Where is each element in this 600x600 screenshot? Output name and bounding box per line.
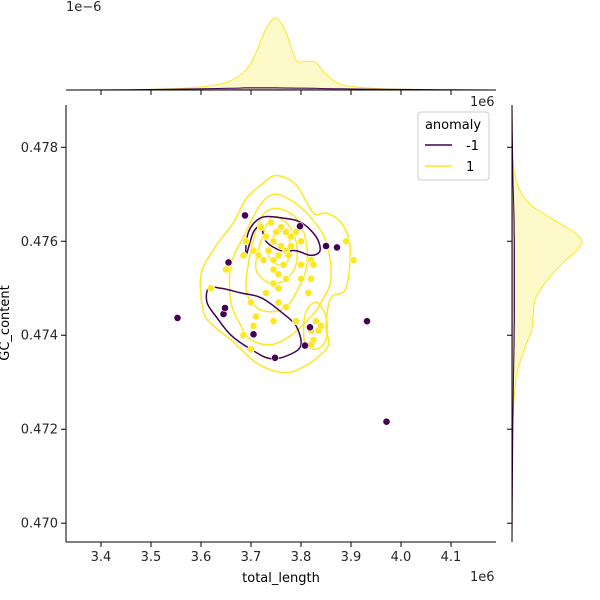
scatter-point-pos [349,256,358,264]
scatter-point-pos [279,260,288,269]
scatter-point-pos [312,317,320,326]
x-axis-label: total_length [242,571,320,586]
right-density-neg [511,104,515,543]
scatter-point-pos [252,312,260,321]
scatter-point-pos [274,298,283,307]
scatter-point-neg [224,258,233,267]
scatter-point-pos [239,331,248,340]
scatter-point-pos [269,256,278,264]
scatter-point-pos [309,260,318,269]
scatter-point-pos [274,284,283,293]
y-tick-label: 0.476 [21,235,58,250]
x-tick-label: 4.1 [441,550,462,565]
x-tick-label: 3.6 [191,550,212,565]
legend-title: anomaly [425,118,481,133]
scatter-point-pos [282,303,290,311]
x-tick-label: 3.5 [141,550,162,565]
right-density-pos [511,104,583,543]
scatter-point-neg [333,243,341,252]
top-density-pos [65,17,497,91]
scatter-point-pos [269,317,278,326]
scatter-point-pos [269,265,278,274]
scatter-point-pos [287,242,295,250]
scatter-point-neg [363,317,371,326]
scatter-point-pos [242,237,250,246]
right-marginal-density [507,104,583,543]
scatter-point-pos [247,298,255,307]
x-tick-label: 3.9 [341,550,362,565]
scatter-point-pos [277,223,285,232]
top-marginal-density [65,17,497,95]
kde-contour-pos [199,174,351,374]
scatter-point-pos [269,237,278,246]
scatter-point-pos [274,270,283,279]
scatter-point-neg [241,211,249,220]
scatter-point-pos [267,218,275,227]
scatter-point-pos [292,227,300,236]
y-tick-label: 0.478 [21,141,58,156]
x-offset-label: 1e6 [470,570,495,585]
scatter-point-pos [222,265,230,274]
legend: anomaly -1 1 [417,111,490,181]
scatter-point-pos [287,232,295,241]
legend-box [417,111,490,181]
scatter-point-pos [249,321,258,330]
y-tick-label: 0.474 [21,329,58,344]
scatter-point-pos [297,260,305,269]
scatter-point-pos [297,237,305,246]
scatter-point-pos [207,284,215,293]
scatter-point-pos [297,274,305,283]
scatter-point-pos [247,345,255,354]
scatter-point-neg [296,222,304,231]
scatter-point-pos [277,242,285,250]
kde-contour-neg [205,286,302,360]
scatter-point-neg [306,323,314,332]
scatter-point-neg [271,353,279,362]
scatter-point-pos [262,289,270,297]
kde-contour-pos [228,193,332,346]
scatter-point-pos [262,232,270,241]
scatter-point-neg [322,242,330,250]
scatter-point-pos [304,289,313,297]
y-tick-label: 0.470 [21,517,58,532]
scatter-point-pos [257,223,265,232]
scatter-point-pos [264,246,273,255]
scatter-point-pos [274,251,283,260]
y-tick-label: 0.472 [21,423,58,438]
x-tick-label: 4.0 [391,550,412,565]
scatter-point-pos [254,251,263,260]
legend-entry-neg: -1 [466,139,479,154]
scatter-point-pos [272,227,280,236]
x-tick-label: 3.7 [241,550,262,565]
legend-entry-pos: 1 [466,160,474,175]
scatter-point-pos [259,256,268,264]
top-density-neg [65,87,497,91]
scatter-point-neg [173,313,182,322]
scatter-point-pos [282,274,290,283]
scatter-point-pos [307,274,315,283]
scatter-point-neg [221,304,229,312]
scatter-point-neg [382,417,391,426]
scatter-point-pos [292,317,300,326]
scatter-point-pos [239,251,248,260]
scatter-point-pos [317,321,325,330]
y-offset-label: 1e6 [470,95,495,110]
scatter-point-pos [282,227,290,236]
scatter-point-pos [269,279,278,288]
x-tick-label: 3.4 [91,550,112,565]
x-tick-label: 3.8 [291,550,312,565]
scatter-point-pos [284,251,293,260]
scatter-point-neg [301,341,309,350]
scatter-point-pos [342,237,350,246]
scatter-point-pos [249,246,258,255]
top-density-offset-label: 1e−6 [66,0,101,15]
scatter-point-neg [249,330,258,339]
y-axis-label: GC_content [0,285,13,360]
